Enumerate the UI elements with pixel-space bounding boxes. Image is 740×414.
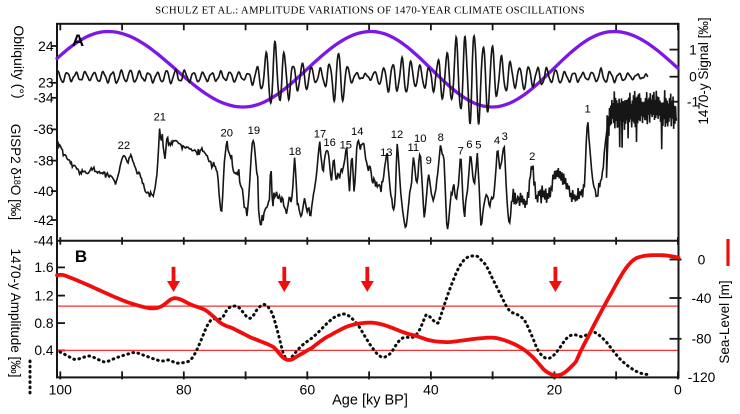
svg-text:Sea-Level [m]: Sea-Level [m] — [717, 280, 732, 363]
svg-text:-80: -80 — [692, 332, 712, 347]
svg-text:17: 17 — [314, 129, 326, 141]
svg-text:19: 19 — [248, 125, 260, 137]
svg-text:0.8: 0.8 — [34, 316, 54, 331]
svg-text:12: 12 — [391, 129, 403, 141]
svg-text:0: 0 — [689, 70, 697, 85]
svg-text:23: 23 — [38, 76, 54, 91]
svg-text:-34: -34 — [34, 91, 54, 106]
svg-text:-40: -40 — [34, 184, 54, 199]
svg-text:9: 9 — [426, 155, 432, 167]
svg-text:4: 4 — [494, 135, 500, 147]
svg-text:1: 1 — [584, 104, 590, 116]
svg-text:Obliquity (°): Obliquity (°) — [11, 25, 27, 98]
svg-text:60: 60 — [300, 382, 316, 398]
svg-text:1.6: 1.6 — [34, 260, 54, 275]
svg-text:1470-y Amplitude [‰]: 1470-y Amplitude [‰] — [8, 248, 23, 377]
svg-text:21: 21 — [154, 112, 166, 124]
svg-text:0: 0 — [698, 252, 706, 267]
svg-text:-40: -40 — [692, 291, 712, 306]
svg-text:20: 20 — [547, 382, 563, 398]
svg-text:16: 16 — [323, 137, 335, 149]
svg-text:A: A — [72, 31, 84, 50]
svg-text:-42: -42 — [34, 213, 54, 228]
svg-text:-1: -1 — [687, 95, 699, 110]
svg-text:8: 8 — [438, 132, 444, 144]
svg-text:2: 2 — [529, 151, 535, 163]
svg-text:24: 24 — [38, 39, 54, 54]
svg-text:18: 18 — [289, 146, 301, 158]
svg-text:80: 80 — [176, 382, 192, 398]
svg-text:1.2: 1.2 — [34, 288, 53, 303]
svg-text:10: 10 — [414, 133, 426, 145]
svg-text:6: 6 — [466, 139, 472, 151]
svg-text:B: B — [75, 247, 87, 266]
svg-text:1470-y Signal [‰]: 1470-y Signal [‰] — [696, 17, 711, 124]
svg-text:0: 0 — [674, 382, 682, 398]
svg-text:3: 3 — [502, 131, 508, 143]
svg-text:GISP2 δ18O [‰]: GISP2 δ18O [‰] — [8, 124, 23, 220]
svg-text:11: 11 — [407, 142, 419, 154]
svg-text:40: 40 — [423, 382, 439, 398]
svg-text:15: 15 — [340, 140, 352, 152]
svg-text:-38: -38 — [34, 153, 54, 168]
svg-text:-120: -120 — [688, 370, 716, 385]
svg-text:13: 13 — [380, 147, 392, 159]
svg-text:SCHULZ ET AL.: AMPLITUDE VARIA: SCHULZ ET AL.: AMPLITUDE VARIATIONS OF 1… — [155, 5, 585, 17]
svg-text:-36: -36 — [34, 122, 54, 137]
svg-text:5: 5 — [475, 140, 481, 152]
svg-text:1: 1 — [689, 42, 697, 57]
svg-text:Age [ky BP]: Age [ky BP] — [332, 392, 408, 408]
svg-text:14: 14 — [351, 126, 363, 138]
svg-text:100: 100 — [49, 382, 73, 398]
svg-text:20: 20 — [220, 128, 232, 140]
svg-text:22: 22 — [118, 140, 130, 152]
svg-text:7: 7 — [458, 146, 464, 158]
svg-text:0.4: 0.4 — [34, 343, 54, 358]
svg-text:-44: -44 — [34, 233, 54, 248]
